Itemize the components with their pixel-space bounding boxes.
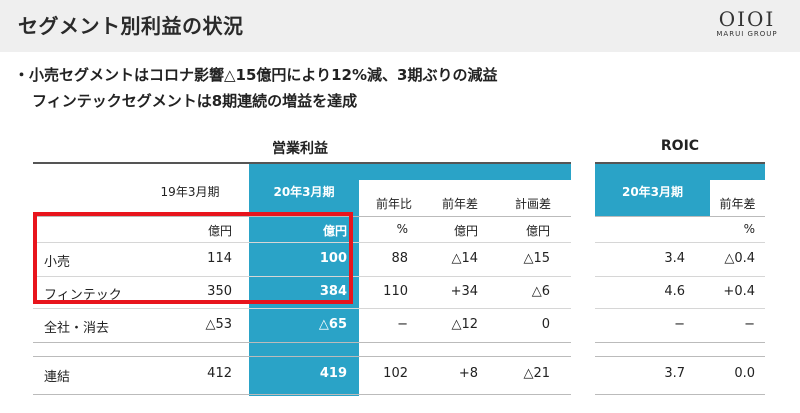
roic-bottom-rule [595,394,765,395]
cell-retail-roic-diff: △0.4 [724,251,755,266]
logo-subtitle: MARUI GROUP [716,30,778,38]
row-label-fintech: フィンテック [44,288,122,303]
col-roic-current: 20年3月期 [621,185,684,199]
unit-plan-diff: 億円 [525,224,550,238]
cell-fintech-plan-diff: △6 [531,284,550,299]
row-label-retail: 小売 [44,255,71,270]
page-title: セグメント別利益の状況 [18,14,244,38]
highlight-box [33,212,353,304]
cell-corporate-curr: △65 [318,317,347,332]
roic-header-rule [595,216,765,217]
cell-consolidated-roic: 3.7 [664,366,685,381]
cell-consolidated-yoy-diff: +8 [458,366,478,381]
bottom-rule [33,394,571,395]
row-label-corporate: 全社・消去 [44,321,110,336]
summary-bullets: ・小売セグメントはコロナ影響△15億円により12%減、3期ぶりの減益 フィンテッ… [14,62,497,114]
cell-consolidated-yoy-ratio: 102 [383,366,408,381]
cell-retail-prev: 114 [207,251,232,266]
bullet-fintech: フィンテックセグメントは8期連続の増益を達成 [32,92,358,110]
roic-current-header-band [595,164,710,216]
unit-prev: 億円 [207,224,232,238]
logo-mark: OIOI [718,7,776,31]
cell-corporate-roic-diff: − [744,317,755,332]
cell-consolidated-plan-diff: △21 [523,366,550,381]
cell-consolidated-roic-diff: 0.0 [734,366,755,381]
roic-heading: ROIC [660,138,700,154]
row-rule [33,276,571,277]
marui-logo: OIOI MARUI GROUP [712,8,782,38]
col-plan-diff: 計画差 [514,197,551,211]
cell-fintech-roic-diff: +0.4 [723,284,755,299]
roic-row-rule [595,242,765,243]
col-yoy-diff: 前年差 [441,197,478,211]
col-yoy-ratio: 前年比 [375,197,412,211]
bullet-retail: ・小売セグメントはコロナ影響△15億円により12%減、3期ぶりの減益 [14,66,498,84]
unit-curr: 億円 [322,224,347,238]
roic-top-rule [595,162,765,164]
header-rule [33,216,571,217]
operating-profit-heading: 営業利益 [272,141,328,157]
roic-subtotal-rule [595,356,765,357]
roic-header-band [710,164,765,180]
col-roic-diff: 前年差 [719,197,756,211]
cell-corporate-prev: △53 [205,317,232,332]
cell-retail-plan-diff: △15 [523,251,550,266]
unit-yoy-diff: 億円 [453,224,478,238]
cell-fintech-yoy-ratio: 110 [383,284,408,299]
roic-row-rule [595,276,765,277]
op-top-rule [33,162,571,164]
row-label-consolidated: 連結 [44,370,71,385]
cell-consolidated-curr: 419 [319,366,347,381]
cell-retail-yoy-ratio: 88 [391,251,408,266]
cell-fintech-roic: 4.6 [664,284,685,299]
roic-row-rule [595,308,765,309]
unit-yoy-ratio: % [396,222,408,236]
row-rule [33,308,571,309]
cell-consolidated-prev: 412 [207,366,232,381]
cell-retail-curr: 100 [319,251,347,266]
cell-retail-yoy-diff: △14 [451,251,478,266]
col-prev-year: 19年3月期 [160,185,220,199]
col-current-year: 20年3月期 [273,185,335,199]
header-bar [0,0,800,52]
cell-fintech-curr: 384 [319,284,347,299]
cell-corporate-plan-diff: 0 [541,317,550,332]
current-year-column-band [249,164,359,396]
cell-fintech-prev: 350 [207,284,232,299]
op-header-band [359,164,571,180]
row-rule [33,242,571,243]
unit-roic-diff: % [743,222,755,236]
subtotal-rule [33,356,571,357]
cell-corporate-roic: − [674,317,685,332]
subtotal-rule [33,342,571,343]
cell-fintech-yoy-diff: +34 [450,284,478,299]
roic-subtotal-rule [595,342,765,343]
cell-retail-roic: 3.4 [664,251,685,266]
cell-corporate-yoy-diff: △12 [451,317,478,332]
cell-corporate-yoy-ratio: − [397,317,408,332]
